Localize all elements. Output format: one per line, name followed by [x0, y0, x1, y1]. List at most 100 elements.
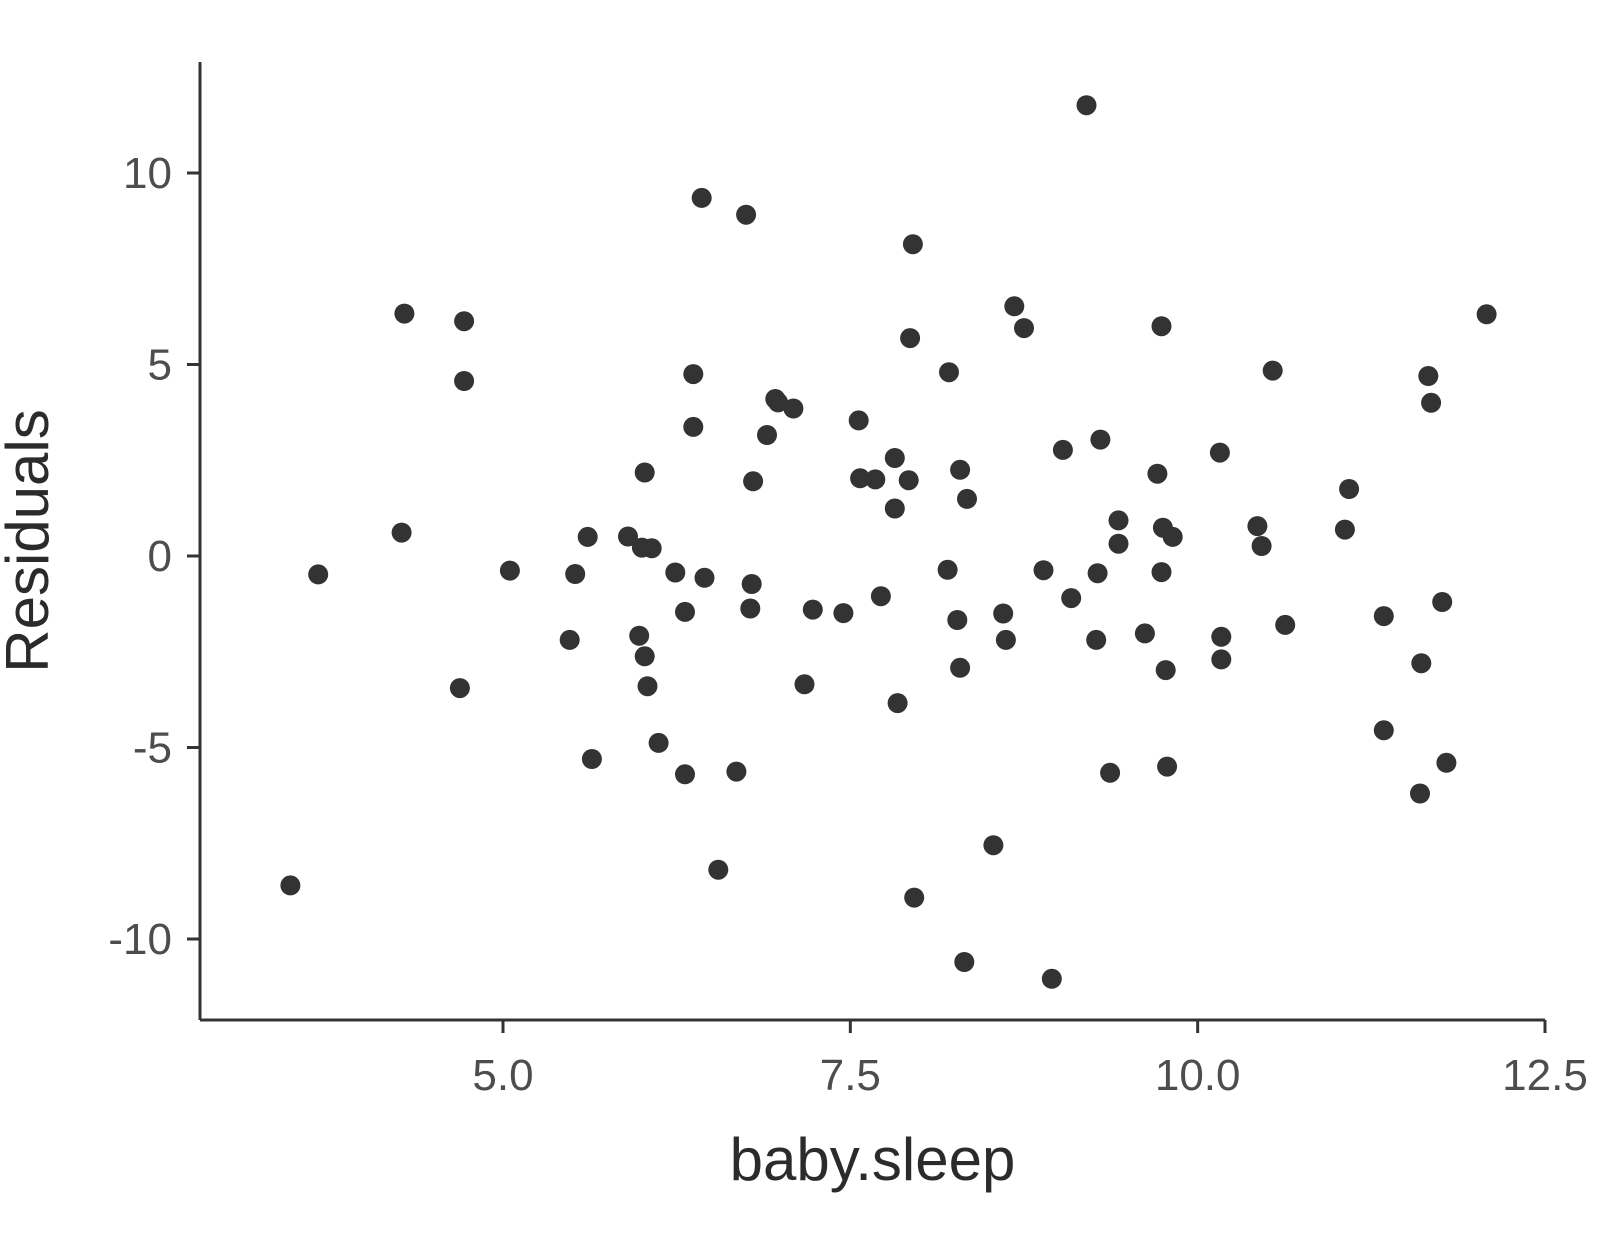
data-point-83 [1209, 442, 1230, 463]
data-point-7 [454, 371, 475, 391]
data-point-25 [683, 416, 704, 437]
x-tick-label: 12.5 [1502, 1051, 1588, 1100]
data-point-12 [581, 749, 602, 769]
data-point-67 [1061, 588, 1082, 609]
data-point-43 [865, 469, 886, 490]
data-point-59 [983, 835, 1004, 856]
data-point-95 [1411, 653, 1432, 674]
data-point-75 [1134, 623, 1155, 644]
data-point-54 [947, 610, 968, 630]
data-point-19 [641, 538, 662, 559]
data-point-6 [454, 311, 475, 332]
data-point-34 [757, 425, 777, 445]
data-point-72 [1100, 762, 1121, 783]
data-point-70 [1087, 563, 1108, 584]
data-point-93 [1373, 720, 1394, 741]
data-point-27 [694, 567, 715, 588]
data-point-57 [954, 952, 975, 972]
data-point-89 [1275, 614, 1296, 635]
data-point-51 [904, 887, 925, 908]
data-point-91 [1339, 479, 1360, 499]
data-point-2 [308, 564, 329, 585]
data-point-14 [629, 625, 650, 646]
data-point-55 [950, 657, 971, 678]
data-point-71 [1090, 429, 1111, 450]
data-point-49 [900, 328, 921, 349]
data-point-53 [939, 362, 959, 383]
data-point-66 [1052, 439, 1073, 460]
data-point-73 [1108, 510, 1129, 531]
y-tick-label: -10 [108, 915, 172, 964]
data-point-74 [1108, 533, 1129, 554]
data-point-21 [665, 562, 686, 583]
data-point-10 [565, 564, 586, 584]
data-point-85 [1211, 649, 1232, 670]
data-point-29 [726, 761, 747, 782]
data-point-38 [794, 674, 815, 695]
data-point-22 [675, 764, 695, 785]
data-point-52 [937, 559, 958, 580]
data-point-4 [394, 303, 415, 324]
data-point-96 [1418, 366, 1439, 386]
data-point-86 [1247, 516, 1268, 537]
data-point-81 [1157, 756, 1178, 777]
data-point-56 [950, 459, 971, 480]
data-point-5 [449, 678, 470, 699]
data-point-33 [743, 471, 764, 492]
y-tick-label: 0 [148, 532, 172, 581]
points-layer [280, 95, 1497, 989]
data-point-82 [1162, 526, 1183, 547]
data-point-9 [559, 629, 580, 650]
data-point-28 [708, 859, 729, 880]
data-point-46 [884, 498, 905, 519]
x-axis-ticks: 5.0 7.5 10.0 12.5 [472, 1020, 1588, 1100]
data-point-11 [577, 526, 598, 547]
x-axis-title: baby.sleep [730, 1126, 1016, 1193]
data-point-31 [740, 598, 761, 619]
data-point-69 [1086, 629, 1107, 650]
data-point-13 [618, 526, 638, 547]
data-point-20 [648, 732, 669, 753]
data-point-18 [637, 676, 658, 697]
y-tick-label: -5 [133, 724, 172, 773]
data-point-8 [499, 560, 520, 581]
data-point-17 [634, 462, 655, 483]
data-point-30 [736, 204, 757, 225]
data-point-45 [884, 448, 905, 468]
data-point-50 [902, 234, 923, 255]
data-point-42 [850, 468, 871, 489]
data-point-62 [1004, 296, 1025, 317]
data-point-60 [993, 603, 1014, 624]
x-tick-label: 7.5 [820, 1051, 881, 1100]
data-point-90 [1334, 519, 1355, 540]
x-tick-label: 10.0 [1155, 1051, 1241, 1100]
data-point-94 [1410, 783, 1430, 804]
data-point-78 [1151, 562, 1172, 583]
y-tick-label: 10 [123, 149, 172, 198]
data-point-68 [1076, 95, 1097, 116]
data-point-61 [995, 629, 1016, 650]
x-tick-label: 5.0 [472, 1051, 533, 1100]
data-point-99 [1436, 752, 1457, 773]
data-point-36 [768, 392, 789, 413]
data-point-26 [691, 187, 712, 208]
data-point-84 [1211, 626, 1232, 647]
y-axis-ticks: -10 -5 0 5 10 [108, 149, 200, 964]
data-point-98 [1432, 592, 1453, 612]
data-point-100 [1476, 304, 1497, 325]
data-point-64 [1033, 560, 1054, 581]
data-point-88 [1262, 360, 1283, 381]
data-point-1 [280, 875, 301, 896]
data-point-47 [887, 693, 908, 714]
data-point-32 [741, 574, 762, 594]
data-point-39 [802, 599, 823, 620]
data-point-97 [1421, 392, 1442, 413]
data-point-44 [870, 586, 891, 607]
data-point-37 [783, 398, 804, 419]
data-point-16 [634, 646, 655, 667]
data-point-63 [1014, 318, 1034, 339]
data-point-3 [391, 522, 412, 543]
y-tick-label: 5 [148, 341, 172, 390]
data-point-76 [1147, 463, 1168, 484]
